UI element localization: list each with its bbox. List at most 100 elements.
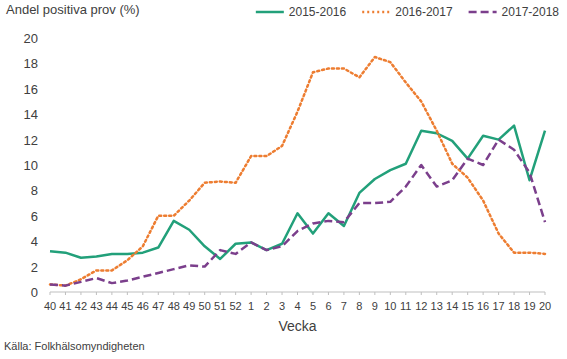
y-axis (50, 38, 51, 292)
x-tick (111, 292, 112, 295)
x-tick (436, 292, 437, 295)
x-tick-label: 1 (248, 300, 254, 312)
x-tick (452, 292, 453, 295)
y-tick (47, 88, 50, 89)
plot-area (50, 57, 545, 286)
x-tick-label: 17 (492, 300, 504, 312)
series-line (50, 57, 545, 286)
x-tick-label: 44 (106, 300, 118, 312)
x-tick-label: 43 (90, 300, 102, 312)
x-tick (65, 292, 66, 295)
legend-swatch (256, 11, 284, 14)
x-tick-label: 41 (59, 300, 71, 312)
x-tick (80, 292, 81, 295)
y-tick (47, 266, 50, 267)
x-tick (390, 292, 391, 295)
y-tick (47, 215, 50, 216)
series-line (50, 126, 545, 259)
y-tick-label: 14 (24, 107, 38, 122)
x-tick-label: 47 (152, 300, 164, 312)
source: Källa: Folkhälsomyndigheten (4, 340, 145, 352)
legend-swatch (469, 11, 497, 14)
y-tick-label: 10 (24, 158, 38, 173)
y-axis-title: Andel positiva prov (%) (6, 2, 140, 17)
legend-item: 2017-2018 (469, 5, 560, 19)
x-tick-label: 12 (415, 300, 427, 312)
x-tick (158, 292, 159, 295)
x-tick (266, 292, 267, 295)
x-tick (483, 292, 484, 295)
x-tick-label: 45 (121, 300, 133, 312)
x-tick-label: 5 (310, 300, 316, 312)
x-tick-label: 9 (372, 300, 378, 312)
legend: 2015-2016 2016-2017 2017-2018 (256, 5, 559, 19)
x-tick-label: 4 (294, 300, 300, 312)
x-tick-label: 49 (183, 300, 195, 312)
y-tick-label: 18 (24, 56, 38, 71)
x-tick (173, 292, 174, 295)
x-tick-label: 11 (400, 300, 411, 312)
x-tick (189, 292, 190, 295)
x-tick (328, 292, 329, 295)
series-line (50, 140, 545, 286)
y-tick-label: 16 (24, 82, 38, 97)
y-tick (47, 190, 50, 191)
x-tick-label: 48 (168, 300, 180, 312)
y-tick-label: 12 (24, 133, 38, 148)
x-tick-label: 40 (44, 300, 56, 312)
x-tick (282, 292, 283, 295)
x-tick (498, 292, 499, 295)
y-tick-label: 6 (31, 209, 38, 224)
x-tick-label: 50 (199, 300, 211, 312)
x-tick (142, 292, 143, 295)
legend-label: 2015-2016 (289, 5, 347, 19)
x-tick (374, 292, 375, 295)
x-tick-label: 16 (477, 300, 489, 312)
x-tick-label: 2 (264, 300, 270, 312)
x-tick (235, 292, 236, 295)
x-tick-label: 6 (325, 300, 331, 312)
x-tick-label: 51 (214, 300, 226, 312)
y-tick-label: 20 (24, 31, 38, 46)
x-tick-label: 18 (508, 300, 520, 312)
y-tick-label: 0 (31, 285, 38, 300)
y-tick (47, 38, 50, 39)
x-tick (467, 292, 468, 295)
legend-item: 2016-2017 (362, 5, 453, 19)
x-tick (421, 292, 422, 295)
legend-label: 2017-2018 (502, 5, 560, 19)
y-tick-label: 8 (31, 183, 38, 198)
y-tick (47, 114, 50, 115)
x-tick-label: 10 (384, 300, 396, 312)
x-tick (96, 292, 97, 295)
chart: 0246810121416182040414243444546474849505… (0, 0, 567, 359)
y-tick (47, 165, 50, 166)
x-tick (204, 292, 205, 295)
x-tick-label: 3 (279, 300, 285, 312)
x-tick-label: 13 (431, 300, 443, 312)
x-tick (220, 292, 221, 295)
x-tick (343, 292, 344, 295)
x-tick (251, 292, 252, 295)
x-tick (50, 292, 51, 295)
y-tick (47, 241, 50, 242)
legend-swatch (362, 11, 390, 14)
x-tick (127, 292, 128, 295)
x-tick-label: 7 (341, 300, 347, 312)
x-tick-label: 14 (446, 300, 458, 312)
x-tick (514, 292, 515, 295)
x-tick (297, 292, 298, 295)
y-tick (47, 63, 50, 64)
x-tick-label: 19 (523, 300, 535, 312)
x-tick (545, 292, 546, 295)
x-tick (312, 292, 313, 295)
x-tick (405, 292, 406, 295)
legend-label: 2016-2017 (395, 5, 453, 19)
x-tick-label: 46 (137, 300, 149, 312)
x-tick-label: 15 (462, 300, 474, 312)
y-tick-label: 2 (31, 260, 38, 275)
x-tick (529, 292, 530, 295)
y-tick (47, 139, 50, 140)
x-tick-label: 8 (356, 300, 362, 312)
x-tick (359, 292, 360, 295)
